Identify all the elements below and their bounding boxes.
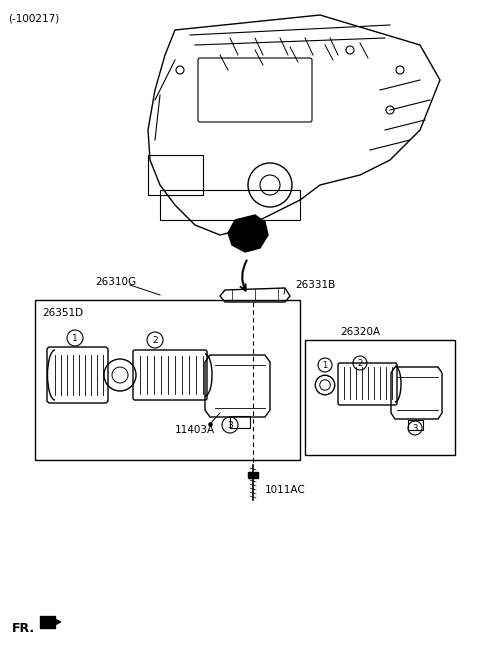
Text: FR.: FR. [12, 622, 35, 634]
Text: 26351D: 26351D [42, 308, 83, 318]
Text: 26310G: 26310G [95, 277, 136, 287]
Text: 3: 3 [412, 424, 418, 432]
Text: 2: 2 [152, 336, 158, 344]
Bar [230, 416, 250, 428]
Bar [160, 190, 300, 220]
Bar [40, 616, 55, 628]
Bar [248, 472, 258, 478]
Text: 1011AC: 1011AC [265, 485, 306, 495]
Text: 26320A: 26320A [340, 327, 380, 337]
Text: 3: 3 [227, 420, 233, 430]
Text: 1: 1 [72, 334, 78, 342]
Bar [305, 340, 455, 455]
Bar [148, 155, 203, 195]
Bar [35, 300, 300, 460]
Text: 1: 1 [323, 361, 328, 369]
Text: 11403A: 11403A [175, 425, 215, 435]
Text: (-100217): (-100217) [8, 13, 59, 23]
Polygon shape [228, 215, 268, 252]
Bar [408, 420, 423, 430]
Text: 26331B: 26331B [295, 280, 335, 290]
Text: 2: 2 [358, 359, 362, 367]
